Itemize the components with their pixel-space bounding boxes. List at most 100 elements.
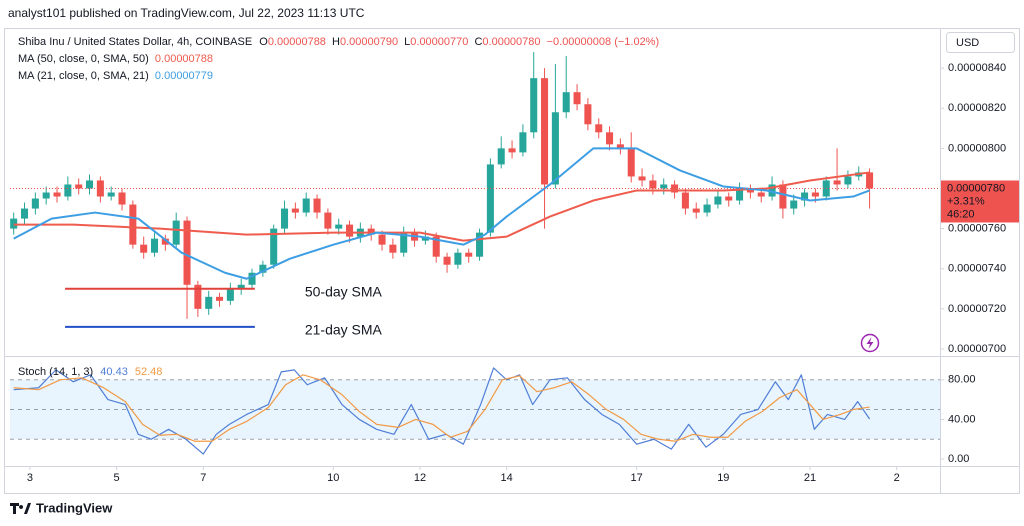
x-tick-label: 17 [631,472,643,484]
candle-body [259,264,267,273]
x-tick-label: 12 [414,472,426,484]
candle-body [595,124,603,133]
candle-body [562,92,570,113]
candle-body [270,228,278,265]
x-tick-label: 3 [27,472,33,484]
c-label: C [474,36,482,48]
candle-body [194,284,202,309]
candle-body [497,148,505,165]
plots: 0.00000840 0.00000820 0.00000800 0.00000760… [10,52,1019,484]
candle-body [476,232,484,257]
x-tick-label: 10 [327,472,339,484]
o-label: O [259,36,268,48]
candle-body [844,176,852,185]
candle-body [291,208,299,213]
candle-body [313,198,321,213]
candle-body [757,192,765,197]
candle-body [681,192,689,209]
ma-value: 0.00000788 [155,53,213,65]
y-tick-label: 0.00000840 [948,62,1006,74]
candle-body [584,104,592,125]
currency-label: USD [956,37,979,49]
candle-body [638,176,646,181]
candle-body [129,204,137,245]
candle-body [324,212,332,229]
stoch-d-value: 52.48 [135,366,163,378]
y-tick-label: 80.00 [948,374,976,386]
candle-body [541,78,549,185]
candle-body [649,180,657,189]
stoch-k-value: 40.43 [100,366,128,378]
l-value: 0.00000770 [410,36,468,48]
candle-body [335,224,343,229]
last-price-change: +3.31% [947,195,985,207]
candle-body [671,184,679,193]
candle-body [551,112,559,185]
x-tick-label: 5 [114,472,120,484]
chart-frame [4,28,1020,494]
x-tick-label: 19 [717,472,729,484]
ma-name: MA (50, close, 0, SMA, 50) [18,53,149,65]
candle-body [790,200,798,209]
candle-body [389,244,397,253]
ma-name: MA (21, close, 0, SMA, 21) [18,70,149,82]
y-tick-label: 0.00000800 [948,142,1006,154]
stoch-legend: Stoch (14, 1, 3) 40.43 52.48 [18,366,162,378]
candle-body [779,184,787,209]
y-tick-label: 0.00000820 [948,102,1006,114]
ma-value: 0.00000779 [155,70,213,82]
y-tick-label: 40.00 [948,413,976,425]
stoch-line [13,374,870,442]
last-price-box [941,180,1019,223]
candle-body [42,192,50,199]
x-tick-label: 14 [501,472,513,484]
annotation-label: 50-day SMA [305,283,383,299]
stoch-line [13,367,871,455]
x-tick-label: 7 [200,472,206,484]
ma-legend: MA (50, close, 0, SMA, 50) 0.00000788 [18,53,213,65]
alert-icon[interactable] [860,333,880,353]
caption: analyst101 published on TradingView.com,… [8,6,365,20]
alert-circle [860,333,880,353]
candle-body [151,238,159,253]
currency-button[interactable] [946,32,1015,53]
candle-body [530,78,538,133]
candle-body [75,184,83,189]
symbol: Shiba Inu / United States Dollar, 4h, CO… [18,36,252,48]
candle-body [10,218,18,229]
candle-body [237,284,245,289]
logo-text: TradingView [36,500,113,515]
h-label: H [332,36,340,48]
candle-body [714,196,722,205]
candle-body [161,238,169,245]
candle-body [616,144,624,149]
x-tick-label: 21 [804,472,816,484]
y-tick-label: 0.00000760 [948,223,1006,235]
candle-body [302,198,310,213]
candle-body [248,272,256,285]
candle-body [432,236,440,257]
candle-body [801,192,809,201]
candle-body [31,198,39,209]
candle-body [64,184,72,197]
candle-body [660,184,668,189]
candle-body [346,224,354,237]
candle-body [573,92,581,105]
bar-countdown: 46:20 [947,208,975,220]
candle-body [736,188,744,201]
x-tick-label: 2 [894,472,900,484]
candle-body [53,192,61,197]
alert-bolt [866,337,874,349]
candle-body [20,208,29,219]
candle-body [811,192,819,197]
candle-body [443,256,451,265]
candle-body [400,232,408,253]
y-tick-label: 0.00000700 [948,343,1006,355]
candle-body [107,192,115,197]
y-tick-label: 0.00000720 [948,303,1006,315]
l-label: L [404,36,410,48]
annotation-label: 21-day SMA [305,322,383,338]
candle-body [205,296,213,309]
